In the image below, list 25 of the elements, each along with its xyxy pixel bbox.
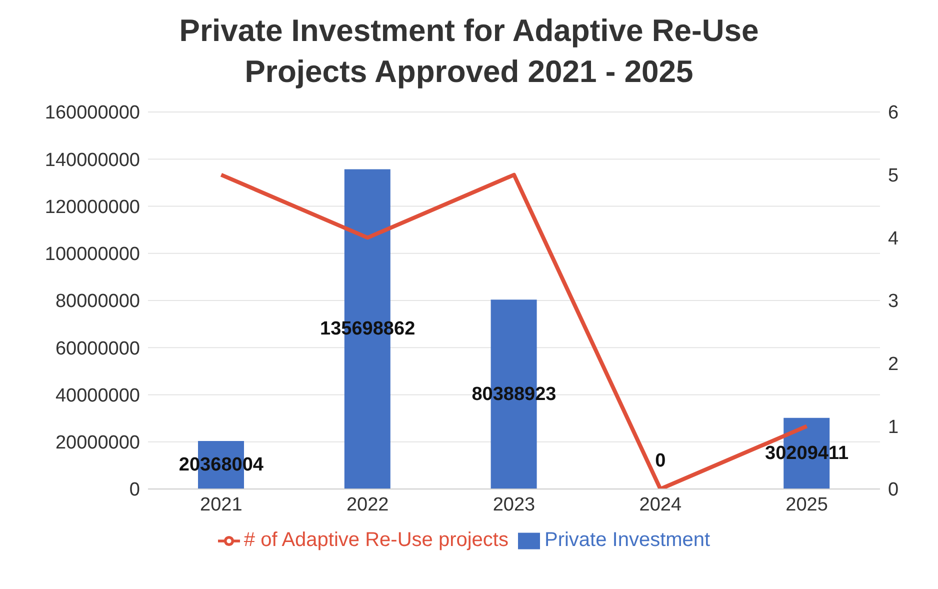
- chart-title: Private Investment for Adaptive Re-Use Projects Approved 2021 - 2025: [178, 12, 760, 91]
- y-tick-label: 40000000: [55, 385, 140, 406]
- y2-tick-label: 6: [888, 102, 899, 124]
- y-tick-label: 120000000: [44, 196, 140, 218]
- y-tick-label: 60000000: [55, 338, 140, 360]
- y2-tick-label: 1: [888, 416, 899, 438]
- x-tick-label: 2024: [639, 494, 682, 516]
- y-tick-label: 160000000: [44, 102, 140, 124]
- x-tick-label: 2022: [346, 494, 389, 516]
- x-tick-label: 2023: [492, 494, 536, 516]
- y-tick-label: 100000000: [44, 244, 140, 266]
- y-tick-label: 20000000: [55, 432, 140, 454]
- y2-tick-label: 2: [888, 354, 899, 376]
- y-tick-label: 0: [129, 480, 140, 501]
- y2-tick-label: 5: [888, 166, 899, 187]
- legend-label: Private Investment: [544, 529, 710, 551]
- x-tick-label: 2021: [200, 494, 242, 516]
- y-tick-label: 140000000: [44, 150, 140, 171]
- legend-label: # of Adaptive Re-Use projects: [244, 529, 508, 551]
- y2-tick-label: 4: [888, 228, 899, 250]
- x-tick-label: 2025: [786, 494, 828, 516]
- y2-tick-label: 3: [888, 291, 899, 312]
- y-tick-label: 80000000: [55, 291, 140, 312]
- y2-tick-label: 0: [888, 480, 899, 501]
- data-label: 0: [655, 450, 666, 472]
